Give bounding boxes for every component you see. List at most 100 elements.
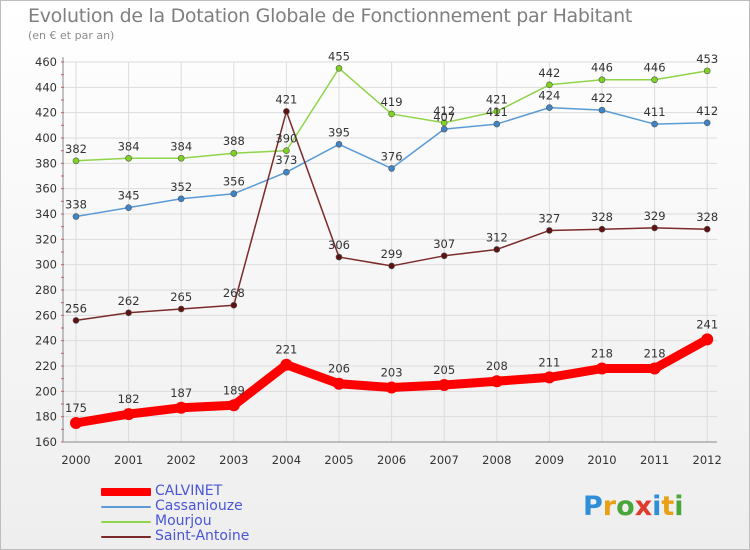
- data-label-cassaniouze: 422: [591, 91, 613, 105]
- point-mourjou: [125, 154, 132, 162]
- point-calvinet: [175, 401, 188, 414]
- data-label-calvinet: 203: [381, 366, 403, 380]
- y-tick-label: 440: [35, 80, 57, 94]
- point-saint-antoine: [440, 252, 448, 260]
- point-mourjou: [546, 81, 553, 89]
- point-mourjou: [230, 149, 238, 157]
- point-cassaniouze: [546, 104, 553, 111]
- point-saint-antoine: [283, 108, 290, 115]
- point-cassaniouze: [335, 141, 343, 148]
- point-cassaniouze: [230, 190, 238, 198]
- y-tick-label: 320: [35, 232, 57, 246]
- data-label-calvinet: 221: [275, 343, 297, 357]
- data-label-calvinet: 206: [328, 362, 350, 376]
- logo-letter: t: [661, 491, 675, 522]
- point-calvinet: [227, 399, 240, 412]
- point-cassaniouze: [283, 168, 290, 176]
- data-label-mourjou: 453: [696, 52, 718, 66]
- legend-label: CALVINET: [155, 483, 223, 499]
- logo-letter: r: [602, 491, 617, 522]
- data-label-mourjou: 455: [328, 49, 350, 63]
- data-label-calvinet: 205: [433, 363, 455, 377]
- data-label-saint-antoine: 307: [433, 237, 455, 251]
- point-calvinet: [490, 375, 503, 388]
- point-saint-antoine: [493, 246, 501, 253]
- y-tick-label: 240: [35, 334, 57, 348]
- data-label-saint-antoine: 256: [65, 301, 87, 315]
- data-label-mourjou: 390: [275, 132, 297, 146]
- data-label-mourjou: 419: [381, 95, 403, 109]
- data-label-calvinet: 182: [118, 392, 140, 406]
- x-tick-label: 2011: [640, 453, 669, 467]
- y-tick-label: 280: [35, 283, 57, 297]
- x-tick-label: 2012: [693, 453, 722, 467]
- x-tick-label: 2004: [272, 453, 301, 467]
- point-mourjou: [703, 67, 711, 75]
- point-saint-antoine: [388, 262, 395, 270]
- point-calvinet: [280, 358, 293, 371]
- x-tick-label: 2009: [535, 453, 564, 467]
- data-label-cassaniouze: 345: [118, 189, 140, 203]
- data-label-mourjou: 384: [170, 139, 192, 153]
- legend-label: Cassaniouze: [155, 498, 243, 514]
- y-tick-label: 360: [35, 182, 57, 196]
- data-label-calvinet: 218: [644, 347, 666, 361]
- point-calvinet: [70, 417, 82, 429]
- legend-label: Saint-Antoine: [155, 528, 250, 544]
- proxiti-logo: Proxiti: [583, 491, 684, 522]
- point-saint-antoine: [703, 225, 711, 233]
- chart-title: Evolution de la Dotation Globale de Fonc…: [28, 5, 633, 27]
- data-label-mourjou: 388: [223, 134, 245, 148]
- point-cassaniouze: [493, 120, 501, 128]
- data-label-cassaniouze: 338: [65, 198, 87, 212]
- y-tick-label: 340: [35, 207, 57, 221]
- x-tick-label: 2006: [377, 453, 406, 467]
- data-label-mourjou: 421: [486, 92, 508, 106]
- point-saint-antoine: [335, 253, 343, 261]
- point-mourjou: [177, 154, 185, 162]
- point-calvinet: [701, 333, 714, 346]
- data-labels: 382 384 384 388 390 455 419 412 421 442 446 446 453 3…: [65, 49, 718, 415]
- data-label-cassaniouze: 412: [696, 104, 718, 118]
- data-label-cassaniouze: 356: [223, 175, 245, 189]
- data-label-calvinet: 211: [538, 355, 560, 369]
- data-label-saint-antoine: 312: [486, 230, 508, 244]
- data-label-calvinet: 241: [696, 317, 718, 331]
- point-saint-antoine: [72, 317, 80, 324]
- point-cassaniouze: [388, 165, 395, 172]
- point-mourjou: [283, 147, 290, 154]
- x-tick-label: 2008: [482, 453, 511, 467]
- point-saint-antoine: [651, 224, 658, 232]
- point-saint-antoine: [598, 225, 606, 233]
- logo-letter: o: [616, 491, 635, 522]
- y-tick-label: 300: [35, 258, 57, 272]
- data-label-mourjou: 382: [65, 142, 87, 156]
- point-saint-antoine: [177, 305, 185, 313]
- x-tick-label: 2007: [430, 453, 459, 467]
- point-saint-antoine: [230, 301, 238, 309]
- point-mourjou: [72, 157, 80, 165]
- data-label-cassaniouze: 395: [328, 125, 350, 139]
- y-tick-label: 200: [35, 384, 57, 398]
- point-mourjou: [335, 65, 343, 72]
- data-label-mourjou: 384: [118, 139, 140, 153]
- data-label-mourjou: 446: [644, 61, 666, 75]
- point-calvinet: [122, 408, 135, 421]
- data-label-calvinet: 175: [65, 401, 87, 415]
- data-label-saint-antoine: 329: [644, 209, 666, 223]
- point-cassaniouze: [598, 106, 606, 114]
- point-calvinet: [648, 362, 661, 375]
- point-mourjou: [493, 108, 501, 115]
- x-tick-label: 2002: [167, 453, 196, 467]
- legend-swatch: [101, 521, 151, 523]
- point-saint-antoine: [125, 309, 132, 317]
- y-tick-label: 220: [35, 359, 57, 373]
- data-label-saint-antoine: 328: [591, 210, 613, 224]
- y-tick-label: 460: [35, 55, 57, 69]
- logo-letter: i: [674, 491, 684, 522]
- data-label-saint-antoine: 306: [328, 238, 350, 252]
- point-saint-antoine: [546, 227, 553, 234]
- data-label-cassaniouze: 373: [275, 153, 297, 167]
- data-label-calvinet: 208: [486, 359, 508, 373]
- data-label-mourjou: 446: [591, 61, 613, 75]
